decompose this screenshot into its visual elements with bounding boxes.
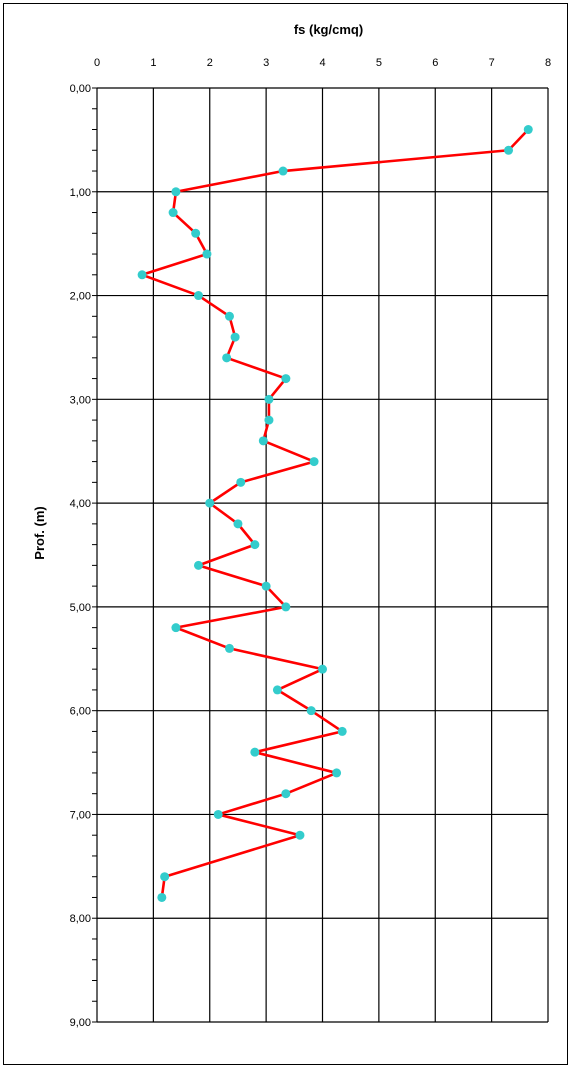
data-point: [213, 809, 223, 819]
data-point: [250, 747, 260, 757]
data-point: [230, 332, 240, 342]
data-point: [309, 457, 319, 467]
x-tick-label: 8: [545, 57, 551, 69]
y-tick-label: 3,00: [70, 394, 91, 406]
data-point: [168, 208, 178, 218]
y-tick-label: 8,00: [70, 913, 91, 925]
data-point: [233, 519, 243, 529]
data-point: [337, 726, 347, 736]
y-tick-label: 7,00: [70, 809, 91, 821]
series-line: [140, 128, 530, 898]
grid-lines: [96, 87, 549, 1023]
data-point: [171, 187, 181, 197]
data-point: [264, 394, 274, 404]
chart-title: fs (kg/cmq): [294, 22, 363, 37]
x-tick-label: 1: [150, 57, 156, 69]
x-tick-label: 5: [376, 57, 382, 69]
data-point: [318, 664, 327, 674]
data-point: [281, 602, 291, 612]
y-tick-label: 0,00: [70, 83, 91, 95]
data-point: [281, 374, 291, 384]
x-tick-label: 6: [432, 57, 438, 69]
data-point: [193, 560, 203, 570]
data-point: [306, 706, 316, 716]
y-tick-label: 2,00: [70, 291, 91, 303]
data-point: [222, 353, 232, 363]
y-axis-ticks: 0,00 1,00 2,00 3,00 4,00 5,00 6,00 7,00 8,00 9,00: [70, 83, 97, 1029]
data-point: [281, 789, 291, 799]
data-point: [264, 415, 274, 425]
series-fs: [137, 125, 533, 902]
data-point: [202, 249, 212, 259]
y-tick-label: 6,00: [70, 706, 91, 718]
y-tick-label: 9,00: [70, 1017, 91, 1029]
data-point: [160, 872, 170, 882]
x-tick-label: 2: [207, 57, 213, 69]
y-tick-label: 1,00: [70, 187, 91, 199]
data-point: [224, 311, 234, 321]
data-point: [278, 166, 288, 176]
data-point: [224, 643, 234, 653]
data-point: [171, 623, 181, 633]
data-point: [157, 892, 167, 902]
data-point: [193, 291, 203, 301]
data-point: [137, 270, 147, 280]
x-axis-ticks: 0 1 2 3 4 5 6 7 8: [94, 57, 551, 69]
data-point: [504, 145, 514, 155]
data-point: [523, 125, 533, 135]
x-tick-label: 4: [319, 57, 325, 69]
y-tick-label: 5,00: [70, 602, 91, 614]
x-tick-label: 0: [94, 57, 100, 69]
data-point: [261, 581, 271, 591]
data-point: [332, 768, 342, 778]
y-tick-label: 4,00: [70, 498, 91, 510]
data-point: [191, 228, 201, 238]
data-point: [295, 830, 305, 840]
x-tick-label: 3: [263, 57, 269, 69]
data-point: [250, 540, 260, 550]
y-axis-label: Prof. (m): [32, 506, 47, 559]
data-point: [236, 477, 246, 487]
data-point: [272, 685, 282, 695]
x-tick-label: 7: [489, 57, 495, 69]
data-point: [205, 498, 215, 508]
data-point: [258, 436, 268, 446]
